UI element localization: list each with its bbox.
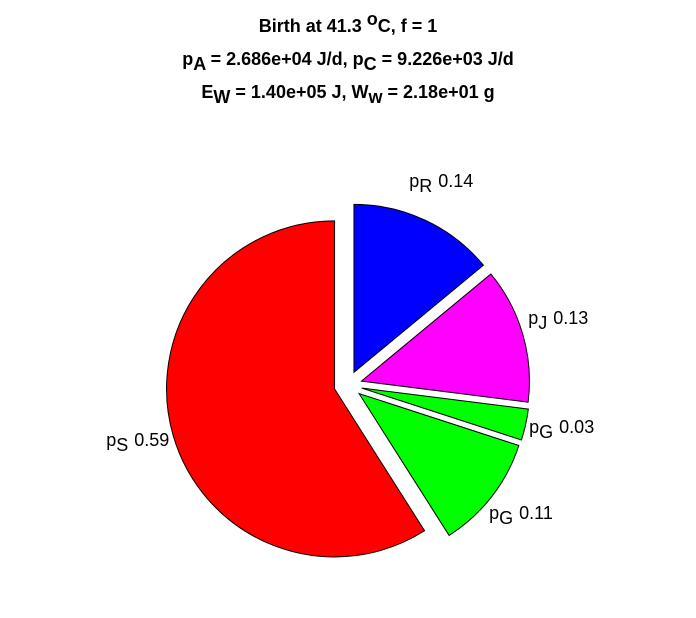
text-part: G [539, 422, 553, 442]
text-part: p [409, 171, 419, 191]
text-part: p [489, 503, 499, 523]
text-part: C, f = 1 [378, 16, 438, 36]
pie-slice [166, 220, 426, 558]
text-part: C [364, 54, 377, 74]
chart-title: EW = 1.40e+05 J, Ww = 2.18e+01 g [201, 82, 494, 107]
text-part: = 2.686e+04 J/d, p [206, 49, 364, 69]
chart-title: Birth at 41.3 oC, f = 1 [259, 9, 438, 36]
slice-value: 0.11 [519, 503, 553, 523]
text-part: p [182, 49, 193, 69]
text-part: o [367, 9, 378, 29]
slice-label: pR 0.14 [409, 171, 473, 196]
slice-label: pS 0.59 [106, 430, 169, 455]
pie-slice [360, 273, 530, 403]
chart-title: pA = 2.686e+04 J/d, pC = 9.226e+03 J/d [182, 49, 514, 74]
text-part: G [499, 509, 513, 529]
slice-label: pJ 0.13 [528, 308, 588, 333]
slice-value: 0.03 [559, 417, 594, 437]
slice-label: pG 0.11 [489, 503, 553, 528]
text-part: R [419, 176, 432, 196]
pie-slice [353, 203, 485, 374]
text-part: W [213, 87, 230, 107]
text-part: p [528, 308, 538, 328]
text-part: = 1.40e+05 J, W [230, 82, 368, 102]
text-part: J [538, 313, 547, 333]
text-part: Birth at 41.3 [259, 16, 367, 36]
text-part: p [529, 417, 539, 437]
text-part: S [116, 435, 128, 455]
pie-slice [357, 392, 520, 537]
text-part: p [106, 430, 116, 450]
pie-slice [361, 387, 529, 441]
text-part: w [368, 87, 384, 107]
text-part: E [201, 82, 213, 102]
text-part: = 9.226e+03 J/d [377, 49, 514, 69]
text-part: A [193, 54, 206, 74]
text-part: = 2.18e+01 g [383, 82, 495, 102]
slice-value: 0.14 [438, 171, 473, 191]
slice-label: pG 0.03 [529, 417, 594, 442]
slice-value: 0.13 [553, 308, 588, 328]
slice-value: 0.59 [134, 430, 169, 450]
